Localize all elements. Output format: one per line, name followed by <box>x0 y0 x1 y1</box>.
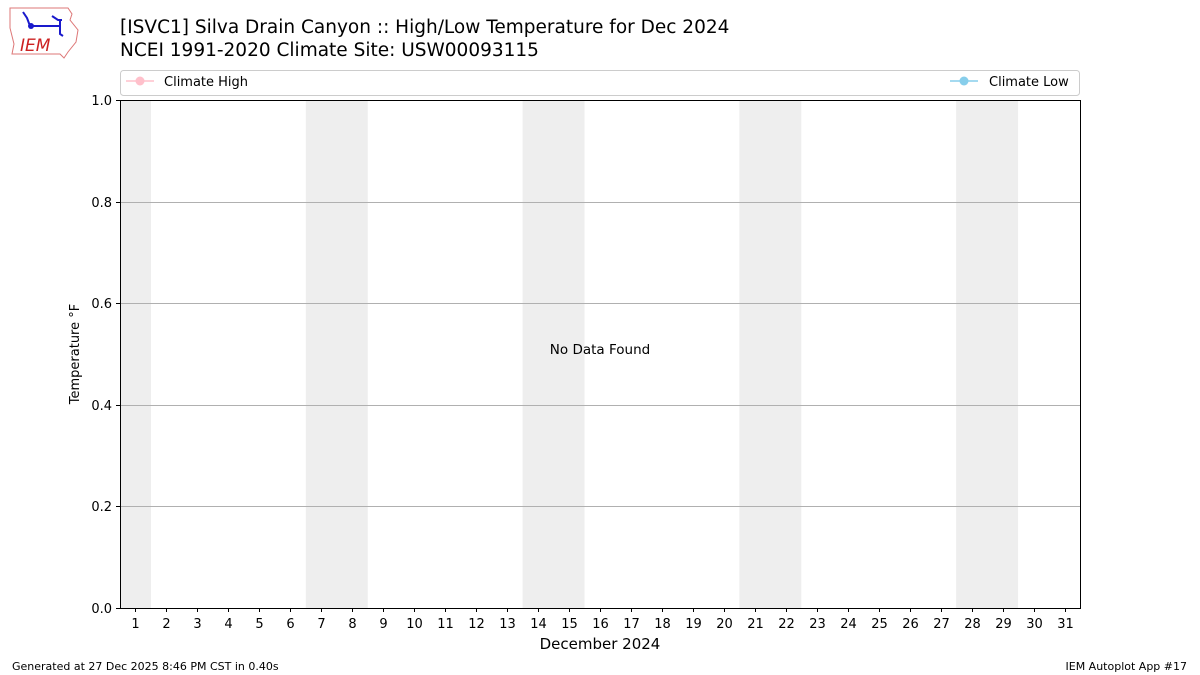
x-tick-label: 8 <box>348 617 356 632</box>
x-tick-label: 17 <box>623 617 640 632</box>
x-tick-label: 1 <box>131 617 139 632</box>
y-axis-label: Temperature °F <box>68 304 83 405</box>
x-tick-label: 23 <box>809 617 826 632</box>
chart-title: [ISVC1] Silva Drain Canyon :: High/Low T… <box>120 17 730 38</box>
x-tick-label: 4 <box>224 617 232 632</box>
x-tick-label: 31 <box>1057 617 1074 632</box>
x-tick-label: 22 <box>778 617 795 632</box>
y-tick-label: 0.8 <box>91 196 112 211</box>
legend-marker-climate-low <box>959 76 969 86</box>
x-tick-label: 6 <box>286 617 294 632</box>
x-tick-label: 28 <box>964 617 981 632</box>
x-tick-label: 29 <box>995 617 1012 632</box>
app-label: IEM Autoplot App #17 <box>1065 660 1188 673</box>
x-tick-label: 20 <box>716 617 733 632</box>
y-tick-label: 0.2 <box>91 500 112 515</box>
x-tick-label: 26 <box>902 617 919 632</box>
x-tick-label: 21 <box>747 617 764 632</box>
x-axis-label: December 2024 <box>540 635 661 653</box>
y-tick-label: 0.0 <box>91 602 112 617</box>
x-tick-label: 14 <box>530 617 547 632</box>
x-tick-label: 9 <box>379 617 387 632</box>
legend-item-climate-low: Climate Low <box>950 75 1069 90</box>
svg-text:Climate Low: Climate Low <box>989 75 1069 90</box>
x-tick-label: 7 <box>317 617 325 632</box>
weekend-band <box>522 100 585 608</box>
weekend-band <box>305 100 368 608</box>
svg-text:IEM: IEM <box>20 36 51 56</box>
weekend-band <box>956 100 1019 608</box>
x-tick-label: 19 <box>685 617 702 632</box>
legend-item-climate-high: Climate High <box>126 75 248 90</box>
iem-logo: IEM <box>9 7 79 59</box>
y-tick-label: 0.4 <box>91 399 112 414</box>
legend: Climate High Climate Low <box>120 70 1080 96</box>
x-tick-label: 24 <box>840 617 857 632</box>
x-tick-label: 3 <box>193 617 201 632</box>
y-tick-label: 1.0 <box>91 94 112 109</box>
x-tick-label: 11 <box>437 617 454 632</box>
legend-marker-climate-high <box>135 76 145 86</box>
x-tick-label: 15 <box>561 617 578 632</box>
generated-timestamp: Generated at 27 Dec 2025 8:46 PM CST in … <box>12 660 279 673</box>
svg-text:Climate High: Climate High <box>164 75 248 90</box>
x-tick-label: 16 <box>592 617 609 632</box>
x-tick-label: 5 <box>255 617 263 632</box>
weekend-band <box>120 100 151 608</box>
x-tick-label: 13 <box>499 617 516 632</box>
y-tick-label: 0.6 <box>91 297 112 312</box>
x-tick-label: 2 <box>162 617 170 632</box>
x-tick-label: 27 <box>933 617 950 632</box>
chart-subtitle: NCEI 1991-2020 Climate Site: USW00093115 <box>120 40 539 61</box>
x-tick-label: 18 <box>654 617 671 632</box>
weekend-band <box>739 100 802 608</box>
x-tick-label: 12 <box>468 617 485 632</box>
x-tick-label: 10 <box>406 617 423 632</box>
x-tick-label: 25 <box>871 617 888 632</box>
x-tick-label: 30 <box>1026 617 1043 632</box>
no-data-annotation: No Data Found <box>550 342 650 358</box>
